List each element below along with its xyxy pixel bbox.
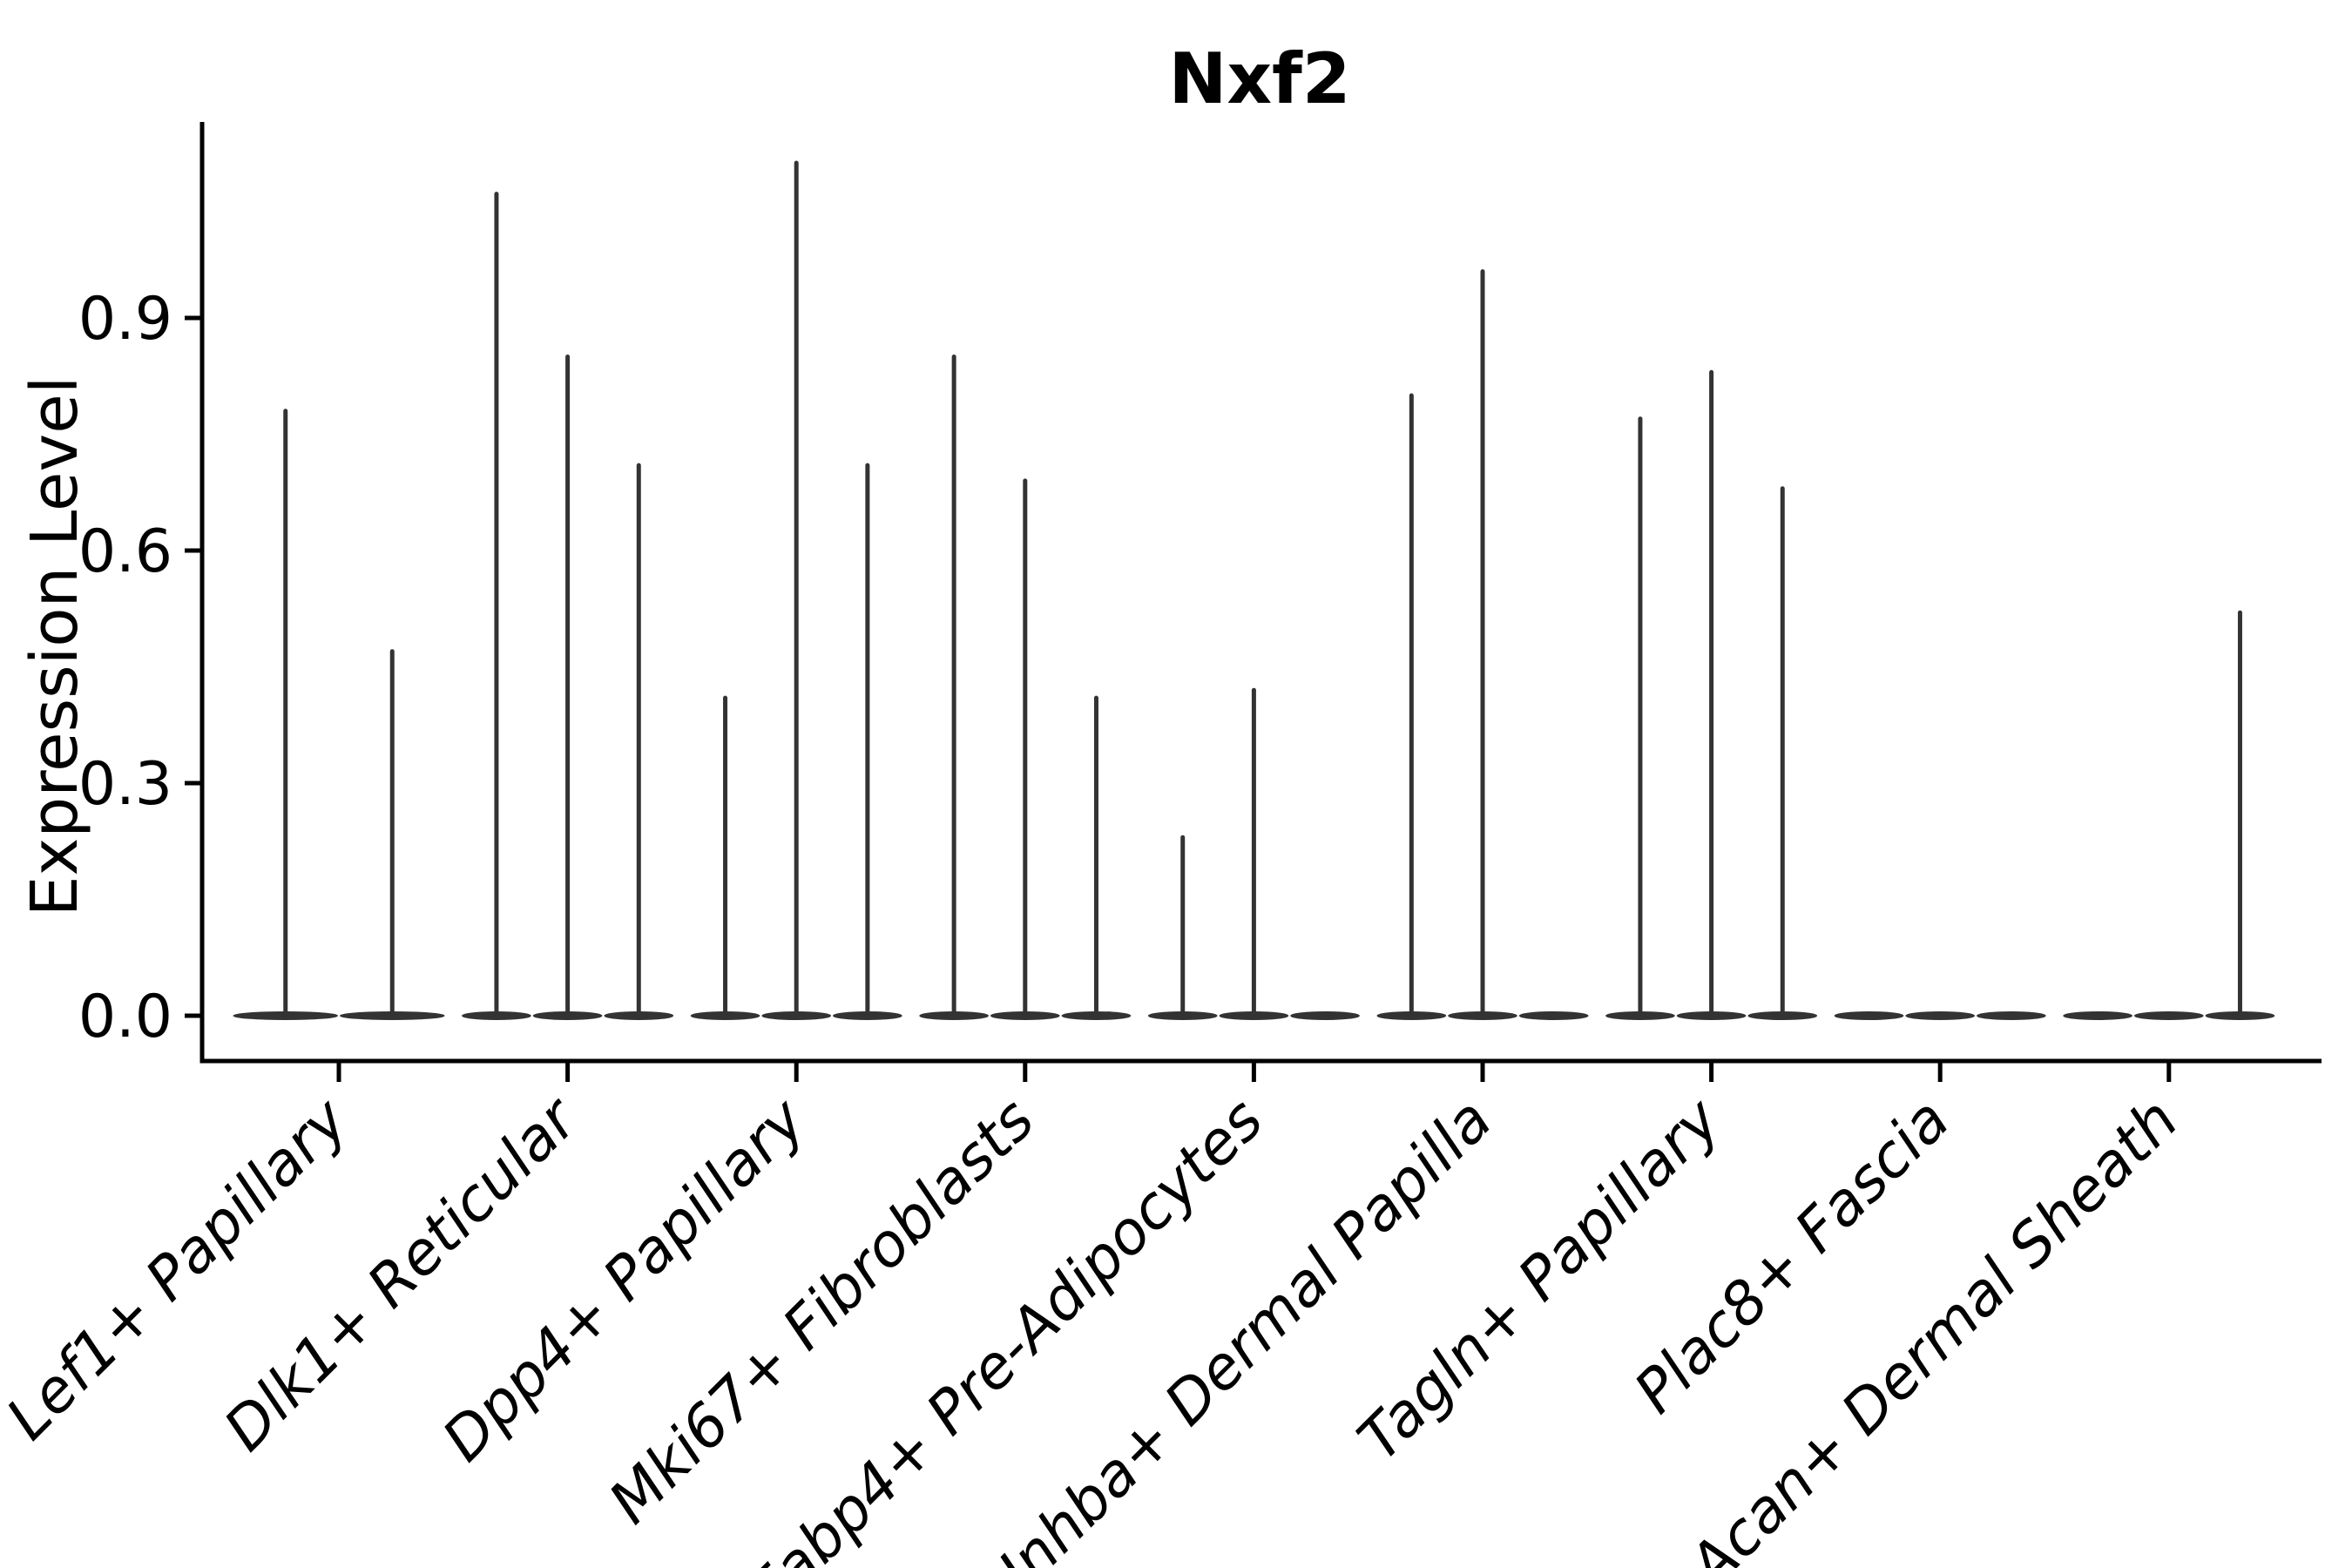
violin-base (1834, 1011, 1904, 1020)
violin-base (1977, 1011, 2046, 1020)
violin-base (1905, 1011, 1976, 1020)
y-tick-label: 0.9 (78, 285, 172, 354)
y-tick-label: 0.3 (78, 750, 172, 819)
violin-base (2133, 1011, 2204, 1020)
y-axis-label: Expression Level (17, 376, 92, 917)
violin-base (1290, 1011, 1360, 1020)
violin-base (2063, 1011, 2132, 1020)
y-ticks-group: 0.0 0.3 0.6 0.9 (78, 285, 202, 1051)
violin-base (1518, 1011, 1589, 1020)
chart-title: Nxf2 (1168, 38, 1350, 119)
y-tick-label: 0.6 (78, 517, 172, 586)
x-tick-label: Mki67+ Fibroblasts (596, 1085, 1047, 1537)
y-tick-label: 0.0 (78, 983, 172, 1051)
violins-group (233, 160, 2275, 1020)
